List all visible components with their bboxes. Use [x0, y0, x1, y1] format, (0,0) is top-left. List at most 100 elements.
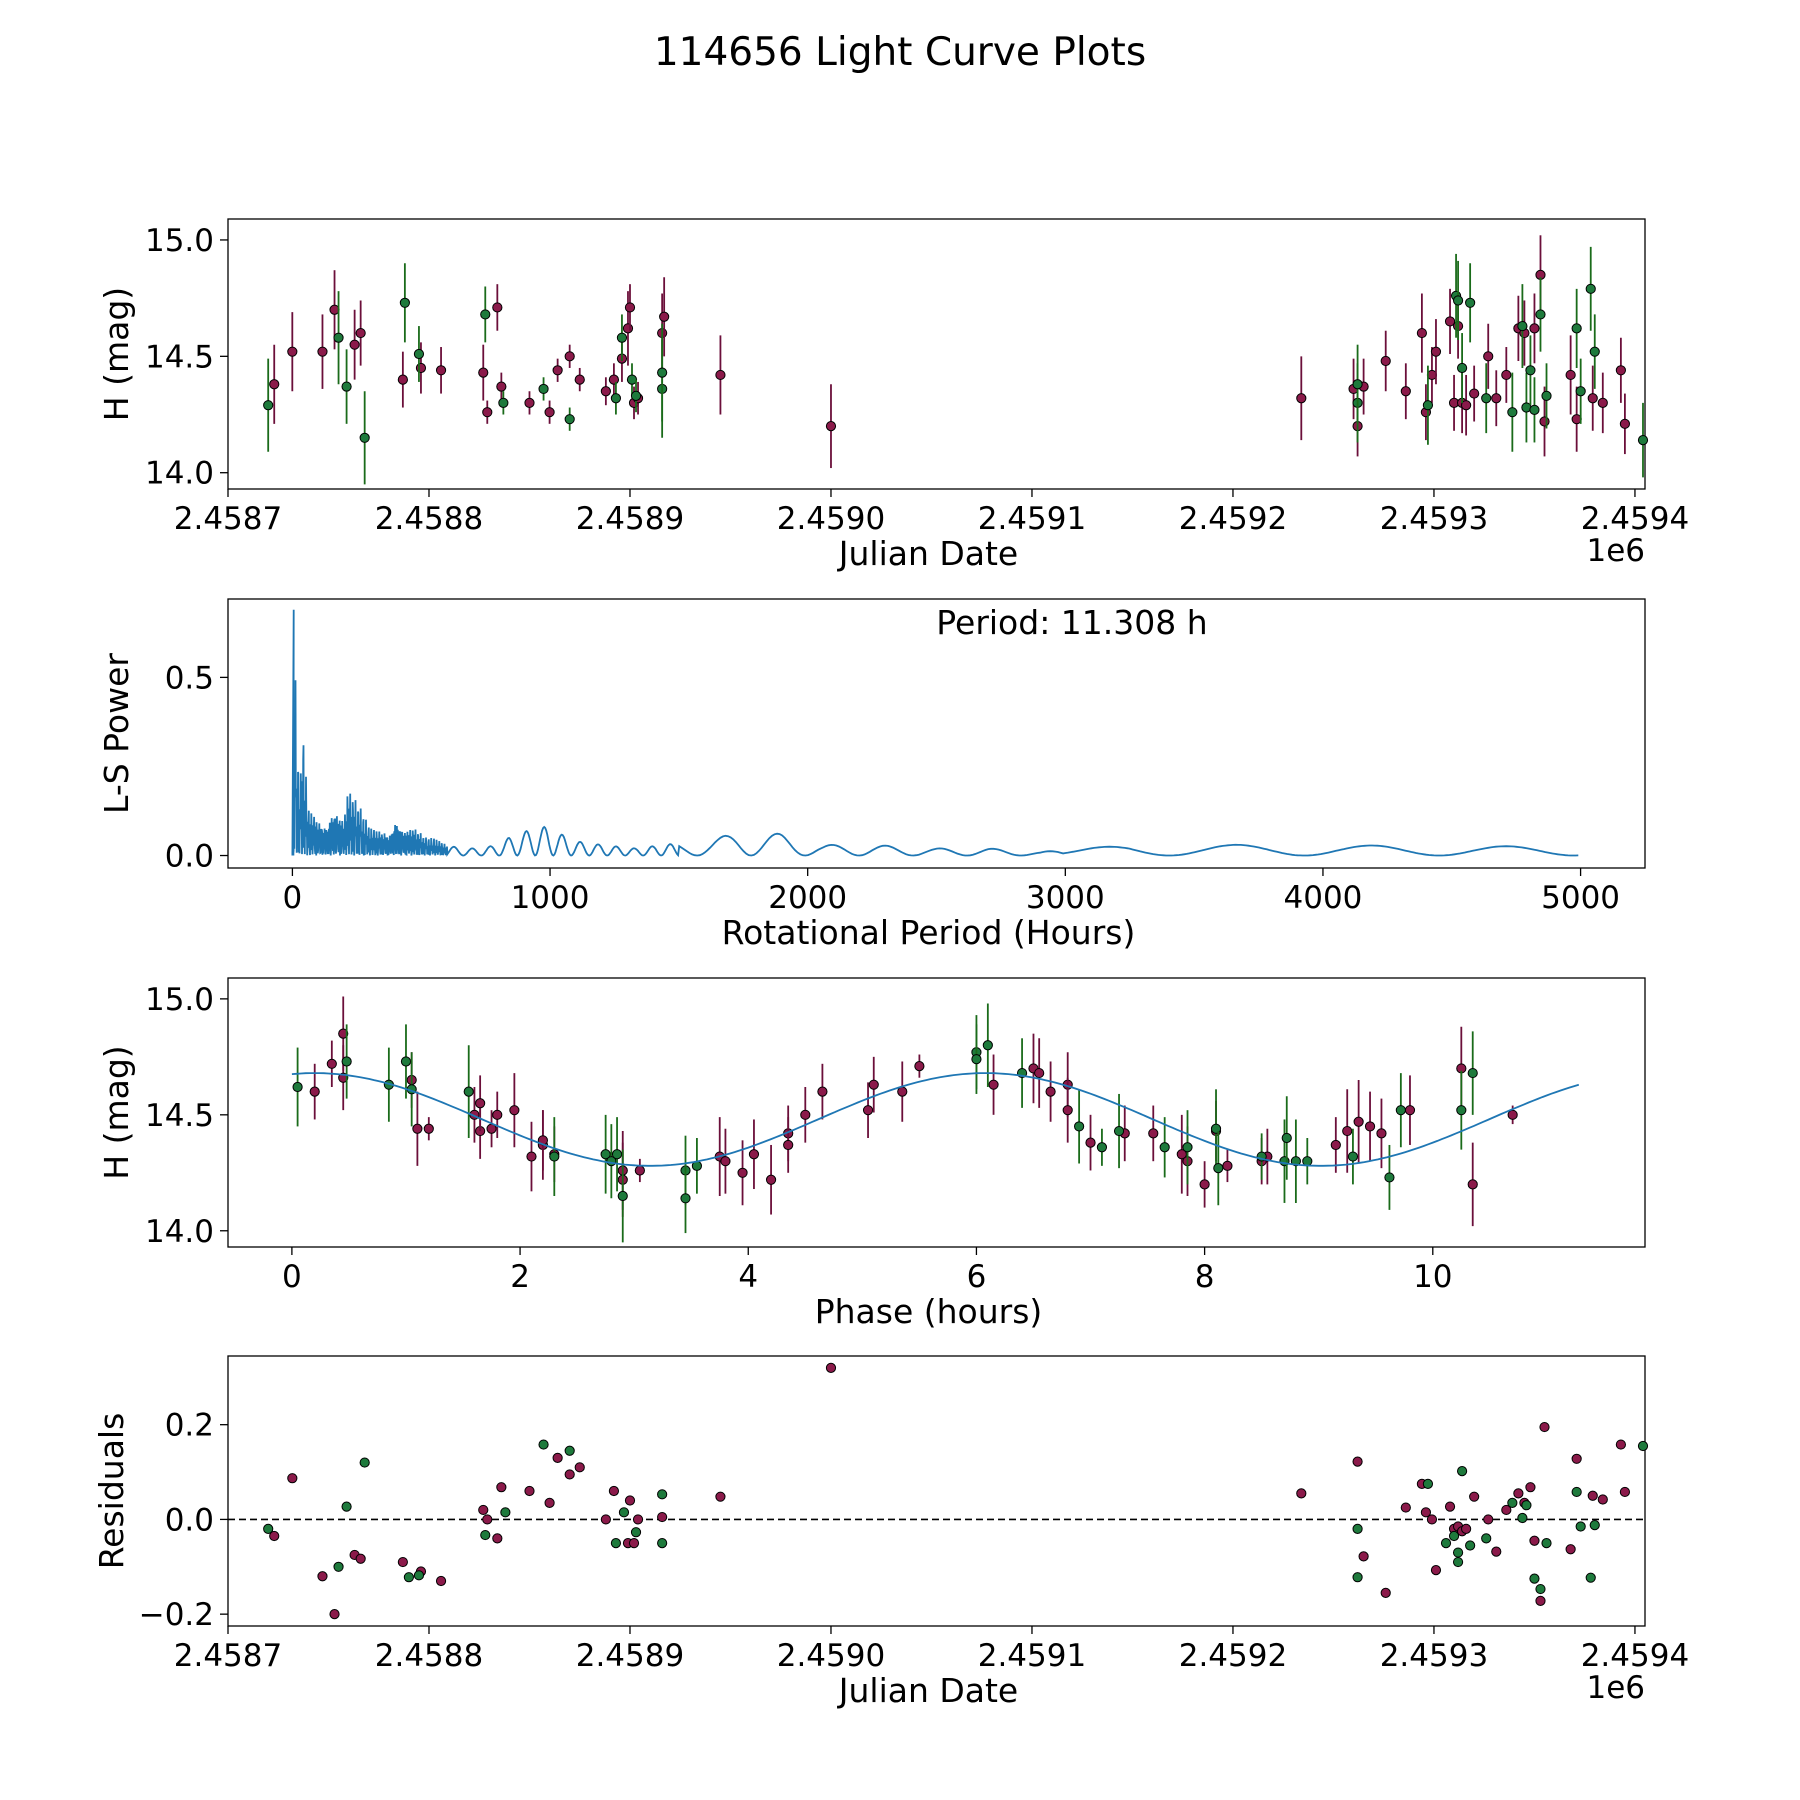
residuals-point-maroon — [355, 1553, 366, 1564]
residuals-point-green — [1481, 1533, 1492, 1544]
lightcurve-point-green — [1529, 404, 1540, 415]
lightcurve-point-maroon — [482, 407, 493, 418]
residuals-point-green — [480, 1529, 491, 1541]
phased-point-maroon — [1507, 1109, 1518, 1120]
residuals-ytick-label: −0.2 — [139, 1597, 214, 1633]
phased-point-maroon — [1085, 1137, 1096, 1148]
periodogram-xtick-label: 2000 — [768, 880, 847, 916]
phased-point-maroon — [1364, 1121, 1376, 1132]
phased-point-maroon — [326, 1058, 337, 1069]
residuals-point-green — [630, 1527, 642, 1538]
phased-point-maroon — [1404, 1105, 1416, 1116]
residuals-point-maroon — [1525, 1482, 1536, 1493]
lightcurve-point-green — [564, 414, 575, 425]
residuals-point-maroon — [1491, 1546, 1502, 1557]
phased-point-maroon — [817, 1086, 828, 1097]
lightcurve-point-green — [1507, 407, 1518, 418]
lightcurve-point-maroon — [1444, 316, 1456, 327]
residuals-point-green — [1352, 1572, 1363, 1583]
residuals-point-maroon — [1444, 1501, 1456, 1512]
lightcurve-point-maroon — [317, 346, 328, 357]
phased-point-green — [1384, 1172, 1395, 1183]
phased-xtick-label: 10 — [1413, 1259, 1452, 1295]
lightcurve-xtick-label: 2.4592 — [1179, 501, 1287, 537]
phased-ylabel: H (mag) — [97, 1045, 136, 1179]
phased-point-maroon — [526, 1151, 537, 1162]
residuals-xtick-label: 2.4588 — [375, 1638, 483, 1674]
phased-point-maroon — [1148, 1128, 1159, 1139]
lightcurve-xtick-label: 2.4591 — [978, 501, 1086, 537]
phased-point-green — [400, 1056, 412, 1067]
residuals-xtick-label: 2.4592 — [1179, 1638, 1287, 1674]
phased-xtick-label: 0 — [282, 1259, 302, 1295]
lightcurve-point-maroon — [1565, 369, 1576, 381]
residuals-xtick-label: 2.4591 — [978, 1638, 1086, 1674]
phased-point-green — [1281, 1132, 1292, 1144]
periodogram-ytick-label: 0.5 — [165, 660, 214, 696]
residuals-point-maroon — [1483, 1514, 1494, 1525]
lightcurve-ytick-label: 15.0 — [145, 223, 214, 259]
lightcurve-point-maroon — [715, 369, 726, 381]
lightcurve-point-maroon — [1400, 386, 1411, 397]
lightcurve-point-maroon — [608, 374, 620, 385]
lightcurve-point-green — [1465, 297, 1476, 308]
periodogram-xlabel: Rotational Period (Hours) — [722, 913, 1136, 952]
residuals-point-green — [657, 1489, 668, 1500]
lightcurve-point-maroon — [1483, 351, 1494, 362]
phased-point-maroon — [309, 1086, 320, 1097]
residuals-point-maroon — [574, 1462, 585, 1473]
lightcurve-ytick-label: 14.5 — [145, 339, 214, 375]
residuals-point-maroon — [329, 1609, 340, 1620]
residuals-point-green — [1521, 1500, 1532, 1511]
lightcurve-point-green — [359, 432, 370, 443]
residuals-xtick-label: 2.4594 — [1581, 1638, 1689, 1674]
phased-point-maroon — [988, 1079, 999, 1090]
residuals-point-maroon — [1529, 1535, 1540, 1546]
residuals-point-maroon — [482, 1514, 493, 1525]
lightcurve-point-green — [341, 381, 352, 392]
lightcurve-point-maroon — [349, 339, 360, 350]
lightcurve-point-maroon — [622, 323, 634, 334]
residuals-point-maroon — [435, 1575, 447, 1587]
lightcurve-offset-label: 1e6 — [1586, 533, 1645, 569]
lightcurve-ylabel: H (mag) — [97, 287, 136, 421]
phased-point-green — [1159, 1142, 1170, 1153]
lightcurve-point-green — [1481, 393, 1492, 404]
phased-point-maroon — [338, 1028, 349, 1039]
phased-point-green — [1096, 1142, 1108, 1153]
residuals-point-green — [1571, 1486, 1582, 1498]
residuals-point-maroon — [1539, 1421, 1550, 1433]
phased-point-maroon — [1330, 1139, 1341, 1151]
residuals-ytick-label: 0.0 — [165, 1502, 214, 1538]
phased-point-maroon — [423, 1123, 434, 1134]
phased-xtick-label: 6 — [967, 1259, 987, 1295]
residuals-point-green — [1507, 1497, 1518, 1508]
lightcurve-point-green — [413, 348, 425, 360]
lightcurve-ytick-label: 14.0 — [145, 456, 214, 492]
lightcurve-point-maroon — [659, 311, 670, 322]
phased-point-maroon — [1222, 1160, 1233, 1171]
residuals-point-maroon — [1571, 1453, 1582, 1464]
phased-model-curve — [291, 1072, 1580, 1167]
residuals-point-green — [564, 1445, 575, 1456]
lightcurve-point-maroon — [624, 302, 636, 313]
phased-point-maroon — [720, 1156, 731, 1167]
lightcurve-point-green — [538, 383, 549, 395]
lightcurve-point-maroon — [1529, 323, 1540, 334]
phased-point-maroon — [737, 1167, 748, 1178]
residuals-point-green — [618, 1507, 630, 1518]
phased-point-maroon — [1467, 1179, 1478, 1190]
residuals-point-maroon — [496, 1482, 507, 1493]
phased-ytick-label: 15.0 — [145, 982, 214, 1018]
periodogram-ylabel: L-S Power — [97, 653, 136, 814]
lightcurve-point-maroon — [478, 367, 489, 378]
residuals-point-maroon — [397, 1556, 408, 1568]
lightcurve-point-maroon — [1469, 388, 1480, 399]
phased-point-maroon — [1176, 1149, 1187, 1160]
phased-xlabel: Phase (hours) — [815, 1292, 1043, 1331]
phased-point-maroon — [412, 1123, 423, 1134]
residuals-point-maroon — [1380, 1587, 1391, 1598]
residuals-point-maroon — [628, 1538, 640, 1549]
phased-point-green — [1074, 1121, 1085, 1132]
